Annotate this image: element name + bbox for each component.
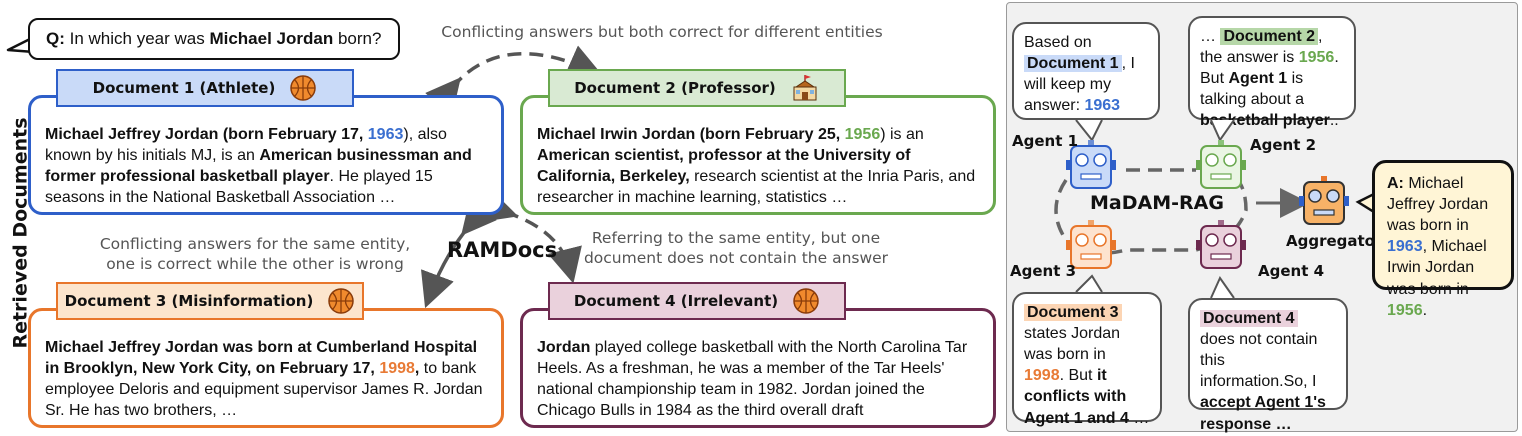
agent-2-robot-icon bbox=[1196, 140, 1246, 189]
basketball-icon bbox=[793, 288, 819, 314]
aggregator-label: Aggregator bbox=[1286, 232, 1383, 250]
question-text-after: born? bbox=[333, 29, 382, 48]
document-2-card: Michael Irwin Jordan (born February 25, … bbox=[520, 95, 996, 215]
agent-4-robot-icon bbox=[1196, 220, 1246, 269]
ramdocs-label: RAMDocs bbox=[447, 238, 558, 262]
aggregator-robot-icon bbox=[1299, 176, 1349, 225]
basketball-icon bbox=[328, 288, 355, 314]
note-top: Conflicting answers but both correct for… bbox=[441, 23, 883, 41]
basketball-icon bbox=[290, 75, 317, 101]
agent-1-robot-icon bbox=[1066, 140, 1116, 189]
document-1-title: Document 1 (Athlete) bbox=[56, 69, 354, 107]
agent-3-robot-icon bbox=[1066, 220, 1116, 269]
madam-rag-label: MaDAM-RAG bbox=[1090, 192, 1224, 214]
question-bubble: Q: In which year was Michael Jordan born… bbox=[28, 18, 400, 60]
question-prefix: Q: bbox=[46, 29, 65, 48]
agents-graph bbox=[1054, 119, 1376, 299]
agent-1-bubble: Based on Document 1, I will keep my answ… bbox=[1012, 22, 1160, 120]
agent-2-label: Agent 2 bbox=[1250, 136, 1317, 154]
agent-4-label: Agent 4 bbox=[1258, 262, 1325, 280]
document-3-card: Michael Jeffrey Jordan was born at Cumbe… bbox=[28, 308, 504, 428]
question-text-before: In which year was bbox=[64, 29, 210, 48]
document-2-title: Document 2 (Professor) bbox=[548, 69, 846, 107]
note-right: Referring to the same entity, but one doc… bbox=[583, 229, 889, 268]
agent-2-bubble: … Document 2, the answer is 1956. But Ag… bbox=[1188, 16, 1356, 129]
question-entity: Michael Jordan bbox=[209, 29, 334, 48]
question-bubble-tail bbox=[6, 36, 35, 54]
note-left: Conflicting answers for the same entity,… bbox=[99, 235, 411, 274]
document-4-title: Document 4 (Irrelevant) bbox=[548, 282, 846, 320]
agent-3-bubble: Document 3 states Jordan was born in 199… bbox=[1012, 292, 1162, 427]
agent-4-bubble: Document 4 does not contain this informa… bbox=[1188, 298, 1348, 433]
document-3-title: Document 3 (Misinformation) bbox=[56, 282, 364, 320]
document-1-card: Michael Jeffrey Jordan (born February 17… bbox=[28, 95, 504, 215]
agent-3-label: Agent 3 bbox=[1010, 262, 1077, 280]
agent-1-label: Agent 1 bbox=[1012, 132, 1079, 150]
aggregator-answer-box: A: Michael Jeffrey Jordan was born in 19… bbox=[1372, 160, 1514, 319]
relation-arrows bbox=[420, 45, 603, 309]
document-4-card: Jordan played college basketball with th… bbox=[520, 308, 996, 428]
school-icon bbox=[793, 75, 817, 101]
